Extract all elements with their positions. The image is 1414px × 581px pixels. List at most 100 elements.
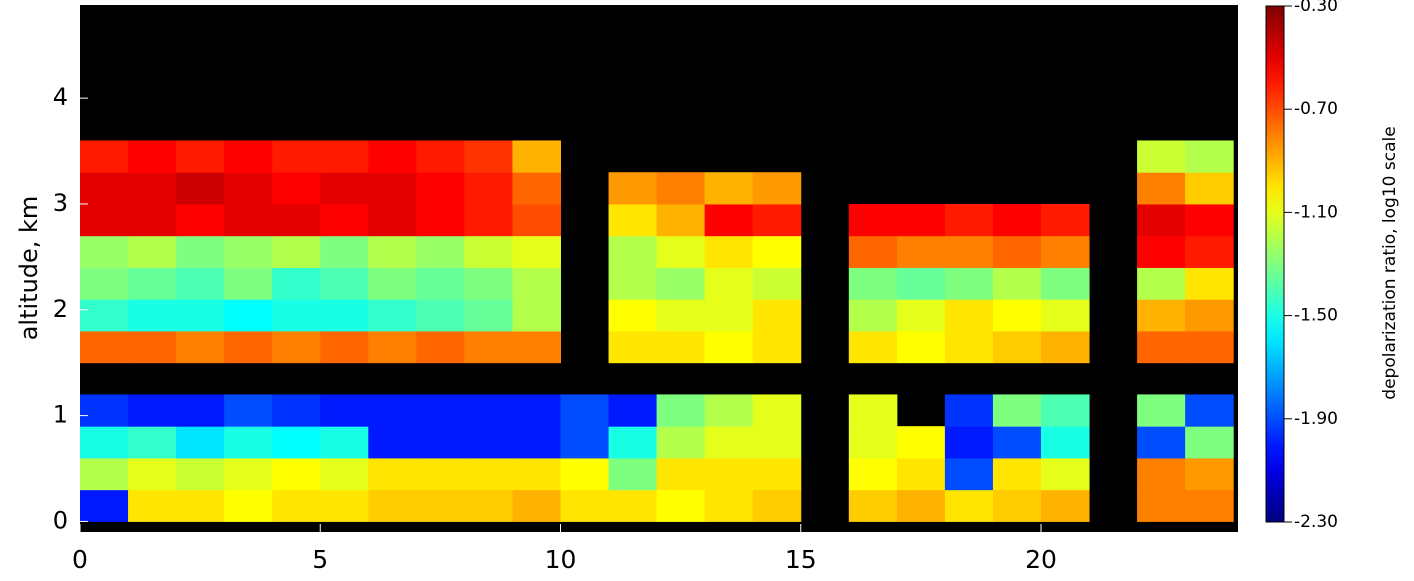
x-tick-label: 15 [785,545,817,574]
heatmap-cell [80,426,129,459]
heatmap-cell [128,140,177,173]
heatmap-cell [416,267,465,300]
heatmap-cell [752,172,802,205]
heatmap-cell [464,489,513,522]
heatmap-cell [128,394,177,427]
heatmap-cell [320,203,369,237]
heatmap-cell [848,426,898,459]
heatmap-cell [1137,235,1186,268]
heatmap-cell [464,267,513,300]
heatmap-cell [80,394,129,427]
heatmap-cell [752,394,802,427]
heatmap-cell [1185,489,1234,522]
heatmap-cell [80,457,129,491]
heatmap-cell [1137,394,1186,427]
y-tick-label: 3 [53,189,68,217]
heatmap-cell [272,140,321,173]
heatmap-cell [656,394,706,427]
heatmap-cell [1040,203,1090,237]
heatmap-cell [848,235,898,268]
heatmap-cell [512,489,561,522]
heatmap-cell [848,299,898,332]
colorbar-tick-label: -1.10 [1294,202,1338,222]
heatmap-cell [1185,172,1234,205]
heatmap-cell [464,235,513,268]
heatmap-cell [896,203,946,237]
heatmap-cell [128,457,177,491]
heatmap-cell [512,267,561,300]
heatmap-cell [1040,267,1090,300]
y-tick-label: 2 [53,295,68,323]
heatmap-cell [80,330,129,364]
colorbar-tick-label: -2.30 [1294,512,1338,532]
heatmap-cell [416,299,465,332]
heatmap-cell [464,457,513,491]
heatmap-cell [1185,203,1234,237]
heatmap-cell [896,235,946,268]
heatmap-cell [176,457,225,491]
heatmap-cell [464,394,513,427]
heatmap-cell [368,267,417,300]
heatmap-cell [752,489,802,522]
heatmap-cell [80,140,129,173]
heatmap-cell [368,489,417,522]
heatmap-cell [368,203,417,237]
heatmap-cell [368,426,417,459]
heatmap-cell [560,457,610,491]
heatmap-cell [464,203,513,237]
heatmap-cell [896,267,946,300]
heatmap-cell [848,203,898,237]
heatmap-cell [368,299,417,332]
heatmap-cell [992,394,1042,427]
heatmap-cell [224,140,273,173]
heatmap-cell [176,140,225,173]
heatmap-cell [704,235,754,268]
heatmap-cell [320,235,369,268]
heatmap-cell [992,267,1042,300]
heatmap-cell [128,203,177,237]
heatmap-cell [1040,299,1090,332]
heatmap-cell [896,330,946,364]
heatmap-cell [1040,489,1090,522]
heatmap-cell [1185,140,1234,173]
heatmap-cell [704,457,754,491]
heatmap-cell [272,426,321,459]
heatmap-cell [656,330,706,364]
heatmap-cell [608,235,658,268]
heatmap-cell [944,203,994,237]
heatmap-cell [320,172,369,205]
heatmap-cell [656,203,706,237]
heatmap-cell [272,394,321,427]
heatmap-cell [464,330,513,364]
heatmap-cell [224,330,273,364]
heatmap-cell [1137,457,1186,491]
heatmap-cell [320,330,369,364]
heatmap-cell [608,299,658,332]
heatmap-cell [1185,299,1234,332]
heatmap-cell [848,330,898,364]
heatmap-cell [1137,267,1186,300]
heatmap-cell [1040,457,1090,491]
heatmap-cell [992,235,1042,268]
heatmap-cell [704,330,754,364]
heatmap-cell [512,299,561,332]
heatmap-cell [1137,489,1186,522]
heatmap-cell [1137,172,1186,205]
heatmap-cell [752,457,802,491]
heatmap-cell [608,267,658,300]
heatmap-cell [368,140,417,173]
heatmap-cell [320,299,369,332]
heatmap-cell [368,172,417,205]
heatmap-cell [224,172,273,205]
heatmap-cell [944,330,994,364]
heatmap-cell [752,267,802,300]
heatmap-cell [944,489,994,522]
colorbar-tick-label: -1.50 [1294,306,1338,326]
heatmap-cell [944,394,994,427]
heatmap-cell [128,172,177,205]
heatmap-cell [176,203,225,237]
heatmap-cell [752,299,802,332]
heatmap-cell [656,299,706,332]
heatmap-cell [848,267,898,300]
heatmap-cell [512,457,561,491]
